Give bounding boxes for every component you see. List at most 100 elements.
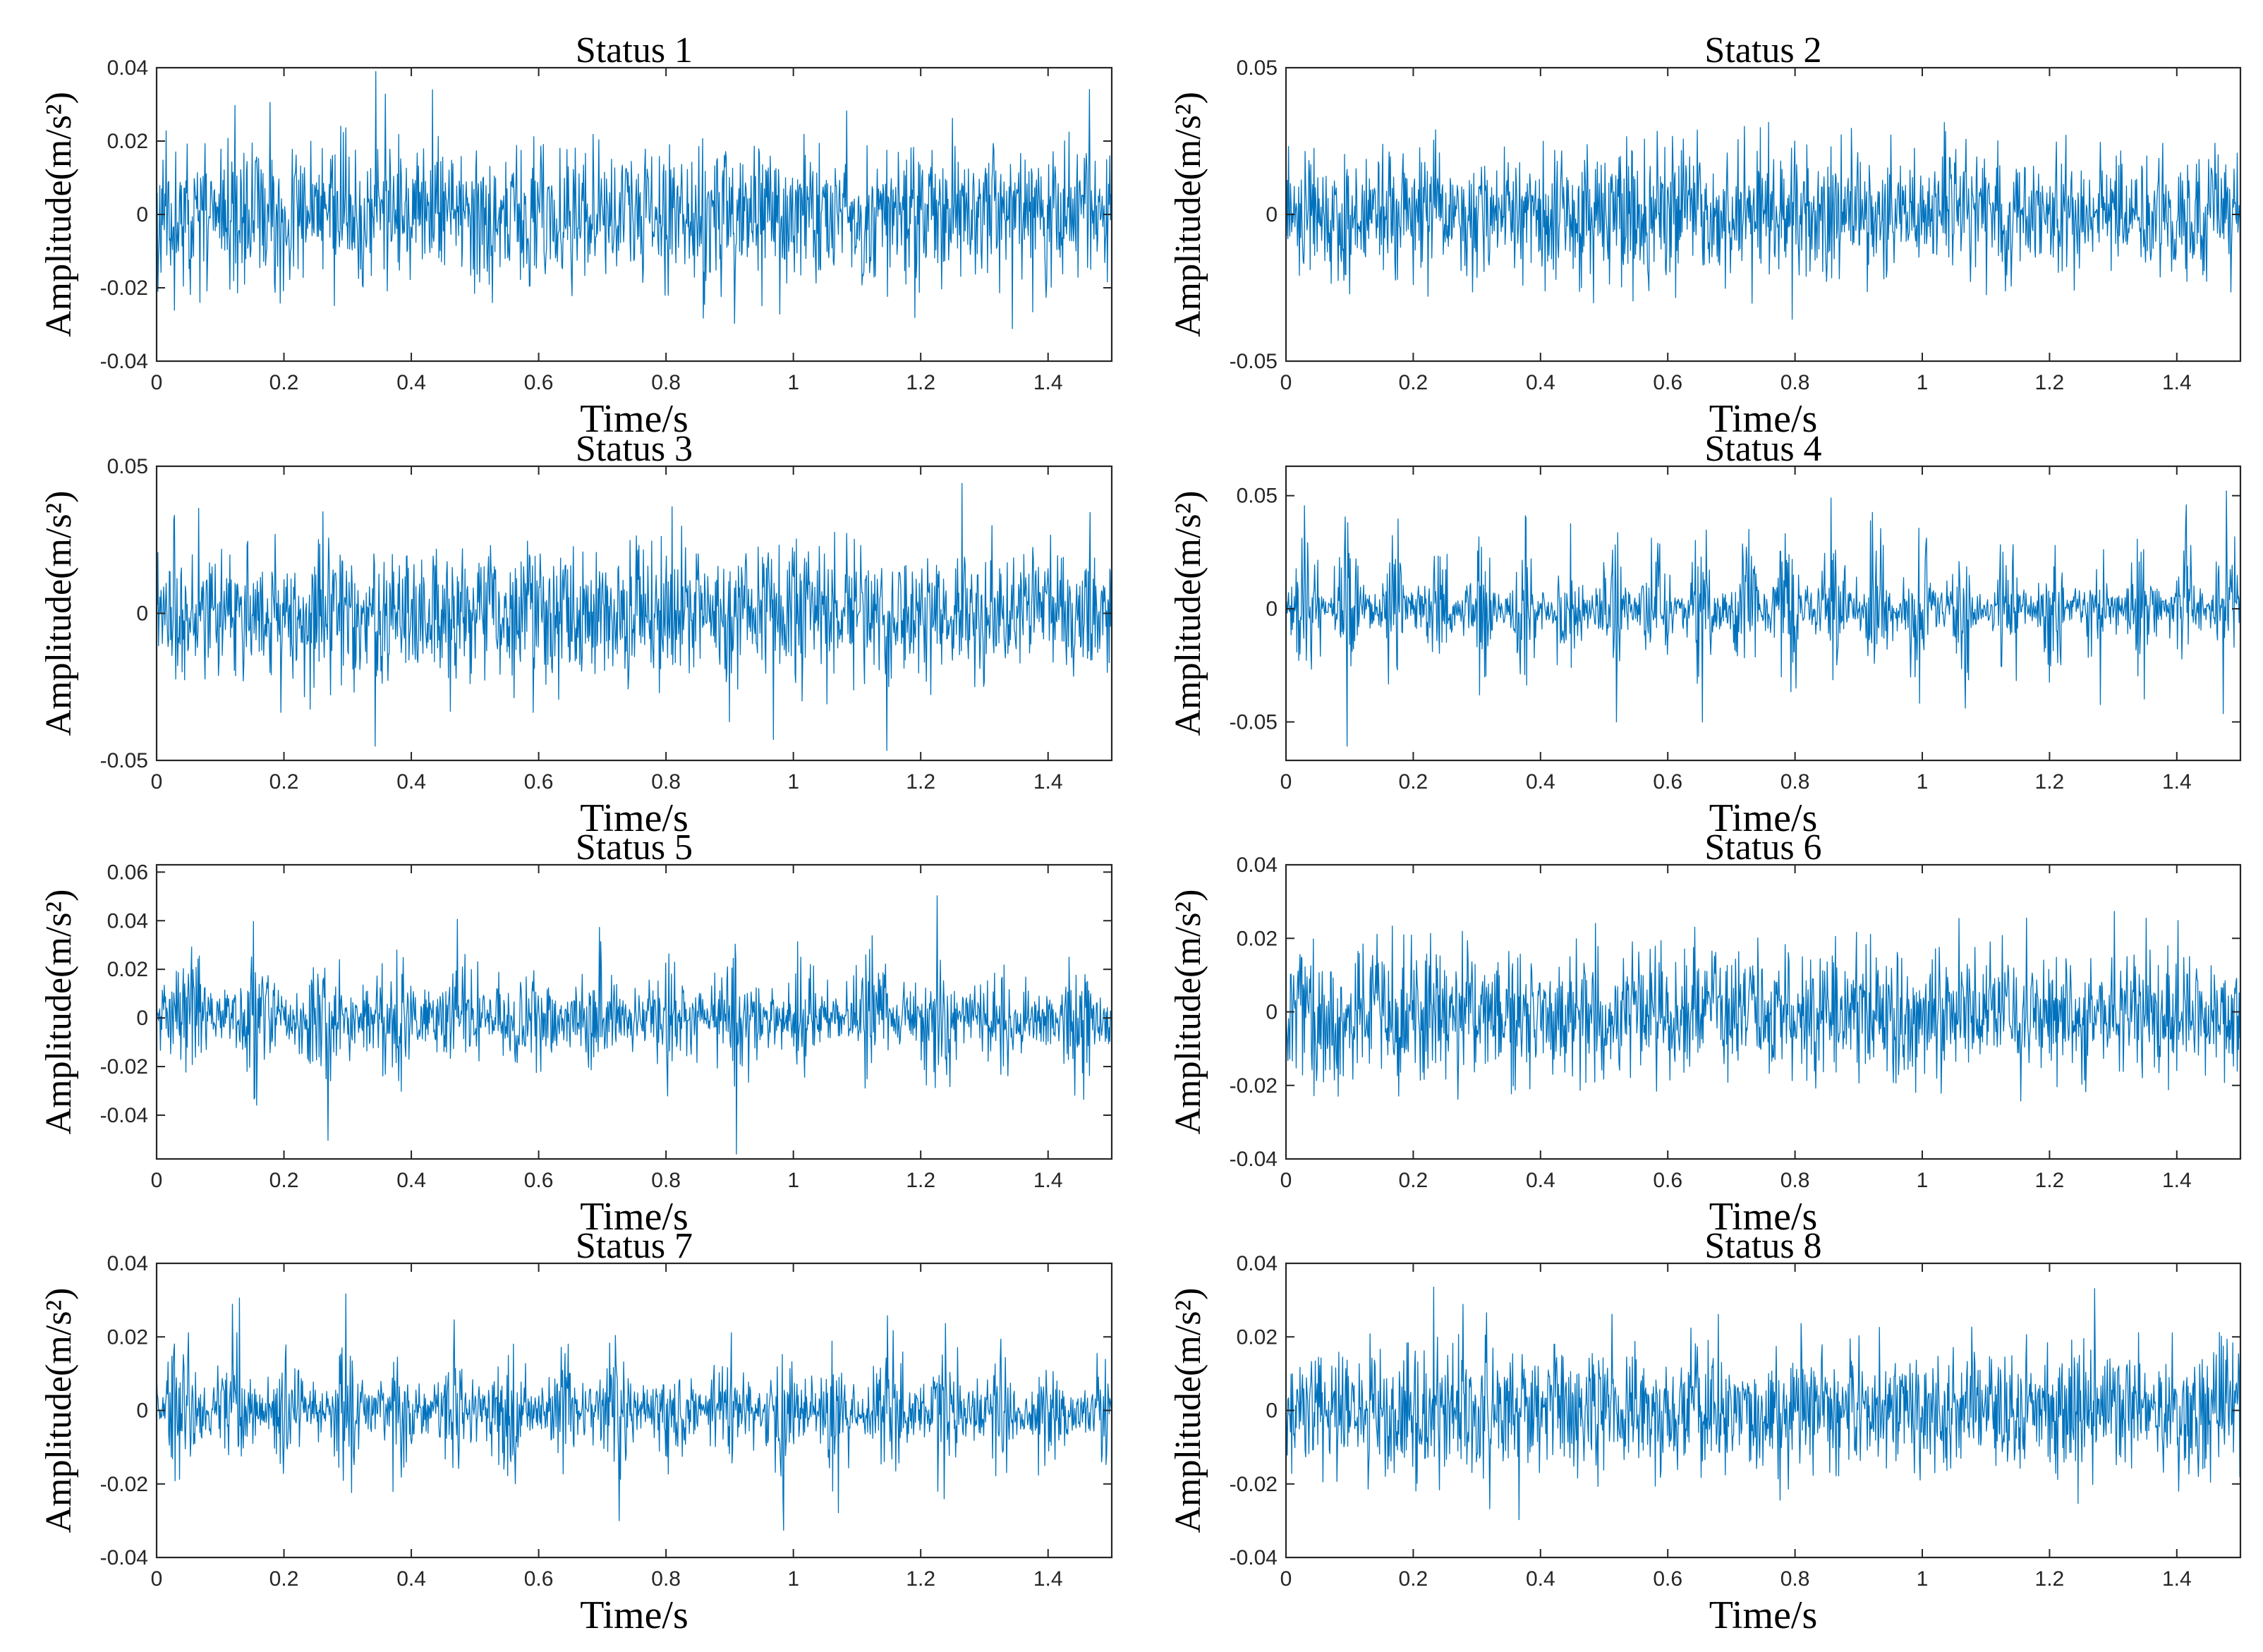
x-axis-label: Time/s bbox=[580, 1593, 688, 1637]
y-tick-label: 0.05 bbox=[1237, 485, 1278, 508]
y-axis-label: Amplitude(m/s²) bbox=[39, 1288, 79, 1533]
x-tick-label: 1.2 bbox=[906, 770, 935, 794]
x-tick-label: 0 bbox=[151, 1567, 163, 1591]
x-tick-label: 1 bbox=[1917, 1169, 1929, 1192]
y-tick-label: 0.04 bbox=[107, 56, 148, 80]
x-tick-label: 0.6 bbox=[524, 770, 554, 794]
x-tick-label: 0.6 bbox=[1653, 1567, 1682, 1591]
y-tick-label: -0.02 bbox=[1230, 1473, 1278, 1496]
x-tick-label: 0 bbox=[151, 1169, 163, 1192]
y-tick-label: 0 bbox=[136, 602, 148, 626]
subplot-status-8: 0 0.2 0.4 0.6 0.8 1 1.2 1.4 -0.04 -0.02 0 0.02 0.04 S… bbox=[1168, 1226, 2242, 1637]
x-tick-label: 1.4 bbox=[1033, 1567, 1063, 1591]
y-axis-label: Amplitude(m/s²) bbox=[39, 889, 79, 1135]
x-tick-label: 1.2 bbox=[2035, 1169, 2065, 1192]
x-tick-label: 1 bbox=[787, 1567, 799, 1591]
subplot-status-4: 0 0.2 0.4 0.6 0.8 1 1.2 1.4 -0.05 0 0.05 Status 4 Ti… bbox=[1168, 429, 2242, 840]
x-tick-label: 0.4 bbox=[396, 1169, 426, 1192]
y-axis-label: Amplitude(m/s²) bbox=[39, 92, 79, 337]
y-tick-label: 0.02 bbox=[1237, 1325, 1278, 1349]
x-tick-label: 0.4 bbox=[1526, 770, 1555, 794]
y-tick-label: -0.05 bbox=[1230, 350, 1278, 373]
y-tick-label: 0 bbox=[1266, 597, 1278, 621]
chart-title: Status 1 bbox=[576, 30, 693, 71]
y-axis-label: Amplitude(m/s²) bbox=[1168, 1288, 1208, 1533]
x-tick-label: 0 bbox=[1280, 1169, 1292, 1192]
x-tick-label: 0 bbox=[1280, 1567, 1292, 1591]
x-tick-label: 0.8 bbox=[651, 1169, 681, 1192]
x-tick-label: 0.8 bbox=[651, 770, 681, 794]
y-tick-label: 0.02 bbox=[1237, 927, 1278, 950]
x-tick-label: 0.6 bbox=[524, 1567, 554, 1591]
y-tick-label: -0.05 bbox=[100, 749, 148, 772]
x-tick-label: 0 bbox=[1280, 770, 1292, 794]
y-tick-label: -0.04 bbox=[100, 1546, 148, 1569]
chart-title: Status 3 bbox=[576, 429, 693, 469]
x-tick-label: 0 bbox=[1280, 371, 1292, 394]
x-axis-label: Time/s bbox=[1709, 1593, 1818, 1637]
y-tick-label: 0.02 bbox=[107, 130, 148, 153]
x-tick-label: 0.2 bbox=[269, 371, 299, 394]
x-tick-label: 0.6 bbox=[1653, 770, 1682, 794]
x-tick-label: 0.8 bbox=[651, 1567, 681, 1591]
x-tick-label: 1 bbox=[1917, 770, 1929, 794]
subplot-status-7: 0 0.2 0.4 0.6 0.8 1 1.2 1.4 -0.04 -0.02 0 0.02 0.04 S… bbox=[39, 1226, 1113, 1637]
y-tick-label: 0.04 bbox=[1237, 1252, 1278, 1275]
x-tick-label: 1.4 bbox=[2162, 1567, 2192, 1591]
y-tick-label: 0.04 bbox=[107, 1252, 148, 1275]
x-tick-label: 0.6 bbox=[524, 371, 554, 394]
y-tick-label: -0.04 bbox=[100, 350, 148, 373]
x-tick-label: 0.8 bbox=[1780, 770, 1810, 794]
y-tick-label: 0.06 bbox=[107, 861, 148, 884]
y-axis-label: Amplitude(m/s²) bbox=[1168, 92, 1208, 337]
x-axis-label: Time/s bbox=[1709, 1195, 1818, 1239]
x-axis-label: Time/s bbox=[580, 397, 688, 441]
subplot-status-5: 0 0.2 0.4 0.6 0.8 1 1.2 1.4 -0.04 -0.02 0 0.02 0.04 0… bbox=[39, 827, 1113, 1239]
x-tick-label: 0.4 bbox=[396, 1567, 426, 1591]
x-tick-label: 0 bbox=[151, 770, 163, 794]
x-tick-label: 1.2 bbox=[2035, 1567, 2065, 1591]
axes-box bbox=[155, 863, 1113, 1160]
y-tick-label: -0.02 bbox=[100, 277, 148, 300]
chart-title: Status 7 bbox=[576, 1226, 693, 1266]
x-tick-label: 0.2 bbox=[269, 1169, 299, 1192]
x-tick-label: 0.4 bbox=[396, 770, 426, 794]
x-axis-label: Time/s bbox=[580, 1195, 688, 1239]
chart-title: Status 6 bbox=[1704, 827, 1821, 868]
y-tick-label: 0.02 bbox=[107, 958, 148, 981]
y-axis-label: Amplitude(m/s²) bbox=[1168, 491, 1208, 736]
y-tick-label: -0.02 bbox=[100, 1055, 148, 1079]
subplot-status-1: 0 0.2 0.4 0.6 0.8 1 1.2 1.4 -0.04 -0.02 0 0.02 0.04 S… bbox=[39, 30, 1113, 441]
x-tick-label: 1.4 bbox=[2162, 371, 2192, 394]
x-tick-label: 0.4 bbox=[396, 371, 426, 394]
chart-title: Status 2 bbox=[1704, 30, 1821, 71]
y-tick-label: 0 bbox=[136, 203, 148, 226]
y-tick-label: 0.04 bbox=[107, 909, 148, 933]
series-line-vibration bbox=[1286, 121, 2240, 320]
x-tick-label: 0.4 bbox=[1526, 371, 1555, 394]
series-line-vibration bbox=[157, 895, 1112, 1155]
series-line-vibration bbox=[1286, 490, 2240, 747]
x-tick-label: 0.8 bbox=[651, 371, 681, 394]
axes-box bbox=[1285, 465, 2242, 762]
x-tick-label: 1 bbox=[787, 1169, 799, 1192]
y-tick-label: -0.04 bbox=[1230, 1148, 1278, 1171]
y-tick-label: 0 bbox=[1266, 1399, 1278, 1423]
y-tick-label: 0.04 bbox=[1237, 854, 1278, 877]
y-tick-label: 0 bbox=[1266, 203, 1278, 226]
x-tick-label: 0.4 bbox=[1526, 1567, 1555, 1591]
y-tick-label: 0.02 bbox=[107, 1325, 148, 1349]
series-line-vibration bbox=[157, 482, 1112, 751]
x-axis-label: Time/s bbox=[1709, 397, 1818, 441]
y-tick-label: -0.04 bbox=[1230, 1546, 1278, 1569]
series-line-vibration bbox=[1286, 1287, 2240, 1520]
x-tick-label: 0.8 bbox=[1780, 1567, 1810, 1591]
x-tick-label: 0.8 bbox=[1780, 371, 1810, 394]
chart-title: Status 4 bbox=[1704, 429, 1821, 469]
x-tick-label: 0.8 bbox=[1780, 1169, 1810, 1192]
x-tick-label: 0.2 bbox=[269, 770, 299, 794]
x-tick-label: 0.4 bbox=[1526, 1169, 1555, 1192]
x-tick-label: 0.2 bbox=[1399, 1567, 1428, 1591]
